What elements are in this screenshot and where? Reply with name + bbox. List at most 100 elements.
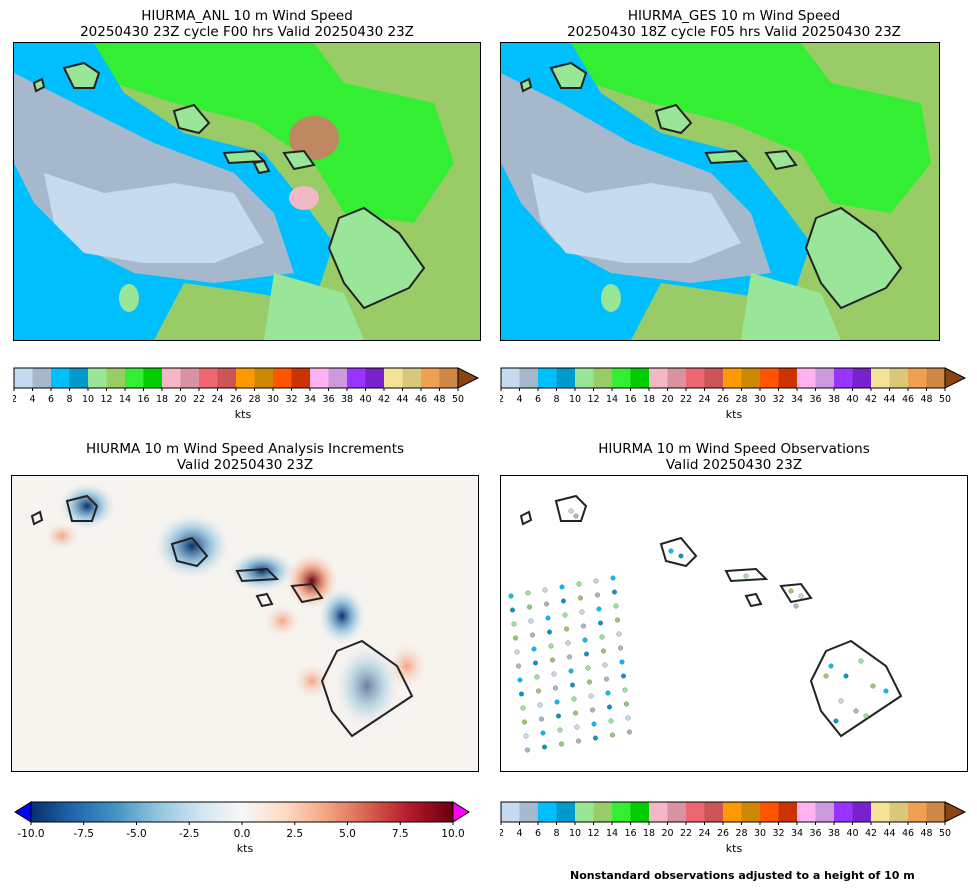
observation-point	[612, 589, 617, 595]
observation-point	[520, 705, 526, 711]
observation-point	[595, 592, 600, 598]
observation-point	[573, 710, 578, 716]
colorbar-swatch	[871, 802, 890, 822]
observation-point	[523, 733, 529, 739]
observation-point	[544, 601, 549, 607]
ges-colorbar-label: kts	[725, 408, 743, 421]
colorbar-swatch	[760, 802, 779, 822]
increment-colorbar-label: kts	[236, 842, 254, 855]
observation-point	[570, 682, 575, 688]
increment-under-arrow	[14, 801, 32, 823]
colorbar-tick-label: 50	[452, 394, 464, 405]
colorbar-swatch	[593, 802, 613, 822]
colorbar-tick-label: 22	[680, 828, 692, 839]
colorbar-tick-label: 26	[717, 828, 729, 839]
colorbar-swatch	[834, 802, 853, 822]
colorbar-tick-label: 10	[569, 394, 581, 405]
observation-point	[622, 687, 628, 693]
colorbar-swatch	[778, 802, 798, 822]
observation-point	[559, 584, 565, 590]
observation-point	[559, 741, 564, 747]
observation-point	[525, 590, 531, 596]
observation-point	[610, 575, 616, 581]
colorbar-tick-label: 34	[791, 828, 803, 839]
observation-point	[593, 578, 599, 584]
observation-point	[542, 744, 547, 750]
colorbar-tick-label: 42	[865, 394, 877, 405]
observation-point	[565, 640, 571, 646]
colorbar-swatch	[556, 802, 576, 822]
panel4-title-line1: HIURMA 10 m Wind Speed Observations	[598, 441, 870, 457]
colorbar-tick-label: 42	[865, 828, 877, 839]
observation-point	[601, 648, 606, 654]
colorbar-tick-label: 22	[680, 394, 692, 405]
observation-point	[615, 617, 620, 623]
observations-note: Nonstandard observations adjusted to a h…	[570, 869, 915, 882]
colorbar-tick-label: 34	[791, 394, 803, 405]
colorbar-swatch	[365, 368, 385, 388]
observation-point	[608, 718, 614, 724]
observations-map	[500, 475, 968, 772]
obs-colorbar-label: kts	[725, 842, 743, 855]
panel1-title-line2: 20250430 23Z cycle F00 hrs Valid 2025043…	[80, 24, 414, 40]
colorbar-tick-label: 44	[883, 828, 895, 839]
observation-point	[574, 724, 580, 730]
colorbar-swatch	[347, 368, 366, 388]
increment-tick-label: -7.5	[74, 828, 95, 840]
colorbar-extend-arrow	[944, 801, 967, 823]
ges-speed-colorbar: 2 4 6 8 10 12 14 16 18 20 22 24 26 28 30 32 34 36 38 40 42 44…	[498, 366, 968, 421]
observation-point	[530, 632, 535, 638]
colorbar-swatch	[834, 368, 853, 388]
observation-point	[522, 719, 527, 725]
observation-point	[610, 732, 615, 738]
colorbar-tick-label: 28	[735, 828, 747, 839]
colorbar-tick-label: 44	[883, 394, 895, 405]
observation-point	[573, 513, 579, 519]
colorbar-swatch	[778, 368, 798, 388]
colorbar-swatch	[723, 802, 742, 822]
observation-point	[551, 671, 557, 677]
colorbar-tick-label: 38	[828, 828, 840, 839]
colorbar-swatch	[649, 802, 668, 822]
panel1-title: HIURMA_ANL 10 m Wind Speed 20250430 23Z …	[13, 8, 481, 40]
colorbar-swatch	[69, 368, 89, 388]
colorbar-tick-label: 50	[939, 828, 951, 839]
observation-point	[568, 668, 574, 674]
colorbar-swatch	[797, 368, 816, 388]
observation-point	[578, 595, 583, 601]
panel3-title: HIURMA 10 m Wind Speed Analysis Incremen…	[11, 441, 479, 473]
increment-colorbar: -10.0 -7.5 -5.0 -2.5 0.0 2.5 5.0 7.5 10.0 kts	[13, 800, 481, 860]
colorbar-swatch	[32, 368, 52, 388]
colorbar-tick-label: 14	[606, 828, 618, 839]
colorbar-swatch	[612, 802, 631, 822]
colorbar-swatch	[630, 802, 650, 822]
colorbar-swatch	[760, 368, 779, 388]
increment-over-arrow	[452, 801, 470, 823]
observation-point	[525, 747, 530, 753]
colorbar-tick-label: 50	[939, 394, 951, 405]
colorbar-tick-label: 42	[378, 394, 390, 405]
observation-point	[537, 702, 543, 708]
colorbar-tick-label: 10	[82, 394, 94, 405]
colorbar-swatch	[106, 368, 126, 388]
colorbar-tick-label: 36	[322, 394, 334, 405]
increment-colorbar-gradient	[30, 801, 454, 823]
colorbar-tick-label: 38	[828, 394, 840, 405]
colorbar-swatch	[501, 368, 520, 388]
colorbar-swatch	[421, 368, 440, 388]
colorbar-tick-label: 26	[230, 394, 242, 405]
observation-point	[863, 713, 869, 719]
colorbar-tick-label: 2	[500, 394, 504, 405]
observation-point	[853, 708, 859, 714]
observation-point	[598, 620, 603, 626]
colorbar-tick-label: 46	[415, 394, 427, 405]
colorbar-swatch	[199, 368, 218, 388]
colorbar-swatch	[704, 802, 724, 822]
colorbar-tick-label: 34	[304, 394, 316, 405]
colorbar-tick-label: 12	[587, 394, 599, 405]
observation-point	[625, 715, 631, 721]
panel4-title: HIURMA 10 m Wind Speed Observations Vali…	[500, 441, 968, 473]
observation-point	[585, 665, 591, 671]
colorbar-tick-label: 4	[516, 394, 522, 405]
colorbar-tick-label: 18	[156, 394, 168, 405]
